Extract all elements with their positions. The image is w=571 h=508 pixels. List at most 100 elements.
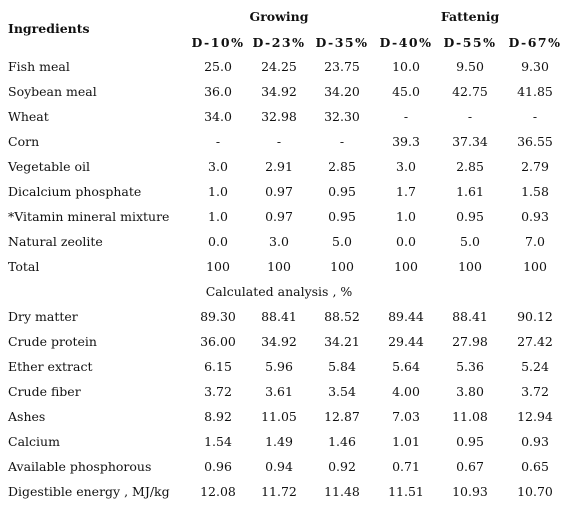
cell: 88.52 [324, 309, 360, 324]
cell: 9.50 [456, 59, 484, 74]
row-label: Ashes [8, 409, 46, 424]
row-label: Corn [8, 134, 40, 149]
cell: 100 [330, 259, 354, 274]
cell: 29.44 [388, 334, 424, 349]
cell: - [532, 109, 538, 124]
cell: 37.34 [452, 134, 488, 149]
cell: 0.93 [521, 434, 549, 449]
cell: 0.95 [456, 209, 484, 224]
cell: 10.70 [517, 484, 553, 499]
cell: 100 [267, 259, 291, 274]
cell: 36.00 [200, 334, 236, 349]
cell: 5.96 [265, 359, 293, 374]
cell: 34.92 [261, 334, 297, 349]
row-label: Crude protein [8, 334, 97, 349]
cell: 41.85 [517, 84, 553, 99]
cell: 1.46 [328, 434, 356, 449]
cell: 2.91 [265, 159, 293, 174]
cell: - [339, 134, 345, 149]
cell: - [215, 134, 221, 149]
cell: 10.93 [452, 484, 488, 499]
cell: 0.93 [521, 209, 549, 224]
cell: 1.01 [392, 434, 420, 449]
cell: 11.72 [261, 484, 297, 499]
row-label: Soybean meal [8, 84, 97, 99]
row-label: Dicalcium phosphate [8, 184, 142, 199]
cell: 0.0 [396, 234, 416, 249]
cell: 1.54 [204, 434, 232, 449]
cell: 45.0 [392, 84, 420, 99]
row-label: *Vitamin mineral mixture [8, 209, 170, 224]
cell: 27.98 [452, 334, 488, 349]
row-label: Ether extract [8, 359, 93, 374]
cell: 6.15 [204, 359, 232, 374]
cell: 0.97 [265, 209, 293, 224]
cell: 89.44 [388, 309, 424, 324]
row-label: Crude fiber [8, 384, 81, 399]
cell: 3.80 [456, 384, 484, 399]
cell: 12.94 [517, 409, 553, 424]
row-label: Fish meal [8, 59, 70, 74]
cell: - [276, 134, 282, 149]
cell: 3.72 [521, 384, 549, 399]
cell: 3.61 [265, 384, 293, 399]
row-label: Vegetable oil [8, 159, 91, 174]
cell: 0.96 [204, 459, 232, 474]
cell: 100 [394, 259, 418, 274]
cell: 88.41 [261, 309, 297, 324]
row-label: Digestible energy , MJ/kg [8, 484, 170, 499]
cell: 5.0 [332, 234, 352, 249]
cell: 10.0 [392, 59, 420, 74]
cell: 11.08 [452, 409, 488, 424]
cell: 39.3 [392, 134, 420, 149]
cell: 1.0 [208, 184, 228, 199]
cell: 1.0 [396, 209, 416, 224]
cell: 34.0 [204, 109, 232, 124]
cell: 9.30 [521, 59, 549, 74]
cell: 0.95 [456, 434, 484, 449]
cell: 2.79 [521, 159, 549, 174]
row-label: Dry matter [8, 309, 78, 324]
row-label: Wheat [8, 109, 49, 124]
cell: 3.54 [328, 384, 356, 399]
cell: 5.24 [521, 359, 549, 374]
cell: 11.05 [261, 409, 297, 424]
cell: 32.98 [261, 109, 297, 124]
cell: 100 [458, 259, 482, 274]
cell: 24.25 [261, 59, 297, 74]
cell: 0.71 [392, 459, 420, 474]
column-header: D-23% [252, 35, 306, 50]
cell: 23.75 [324, 59, 360, 74]
cell: 32.30 [324, 109, 360, 124]
column-header: D-67% [508, 35, 562, 50]
cell: 5.84 [328, 359, 356, 374]
cell: 1.7 [396, 184, 416, 199]
cell: 1.61 [456, 184, 484, 199]
subheading: Calculated analysis , % [205, 284, 353, 299]
cell: 88.41 [452, 309, 488, 324]
cell: 7.03 [392, 409, 420, 424]
cell: 25.0 [204, 59, 232, 74]
cell: 27.42 [517, 334, 553, 349]
cell: 5.36 [456, 359, 484, 374]
cell: 42.75 [452, 84, 488, 99]
cell: - [403, 109, 409, 124]
cell: 7.0 [525, 234, 545, 249]
row-label: Available phosphorous [8, 459, 152, 474]
cell: 8.92 [204, 409, 232, 424]
row-label: Total [8, 259, 40, 274]
cell: 3.72 [204, 384, 232, 399]
cell: 3.0 [396, 159, 416, 174]
cell: 36.55 [517, 134, 553, 149]
cell: 0.92 [328, 459, 356, 474]
column-header: D-55% [443, 35, 497, 50]
cell: 89.30 [200, 309, 236, 324]
cell: 0.67 [456, 459, 484, 474]
cell: 1.0 [208, 209, 228, 224]
cell: 0.95 [328, 184, 356, 199]
cell: 5.64 [392, 359, 420, 374]
cell: 1.58 [521, 184, 549, 199]
row-label: Calcium [8, 434, 60, 449]
cell: 0.0 [208, 234, 228, 249]
group-header: Fattenig [440, 9, 500, 24]
